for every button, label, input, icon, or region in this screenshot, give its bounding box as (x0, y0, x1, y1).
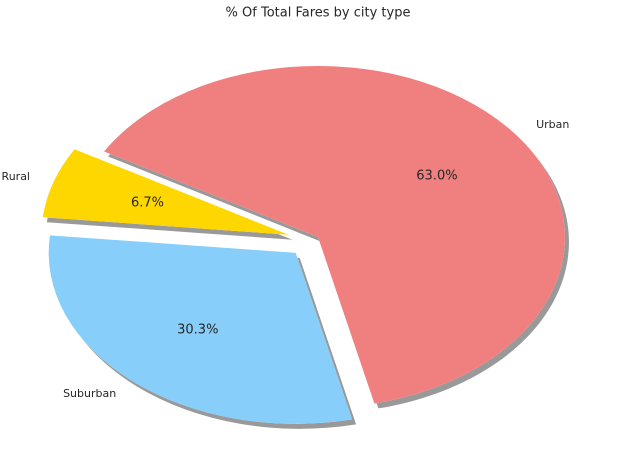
slice-label: Rural (2, 170, 30, 183)
slice-label: Urban (536, 118, 569, 131)
percent-label: 63.0% (416, 168, 457, 183)
chart-title: % Of Total Fares by city type (226, 6, 411, 21)
pie-slice (104, 65, 565, 404)
pie-slice (48, 235, 353, 424)
percent-label: 30.3% (177, 322, 218, 337)
slice-label: Suburban (63, 387, 116, 400)
percent-label: 6.7% (131, 196, 164, 211)
pie-slice (42, 149, 289, 235)
